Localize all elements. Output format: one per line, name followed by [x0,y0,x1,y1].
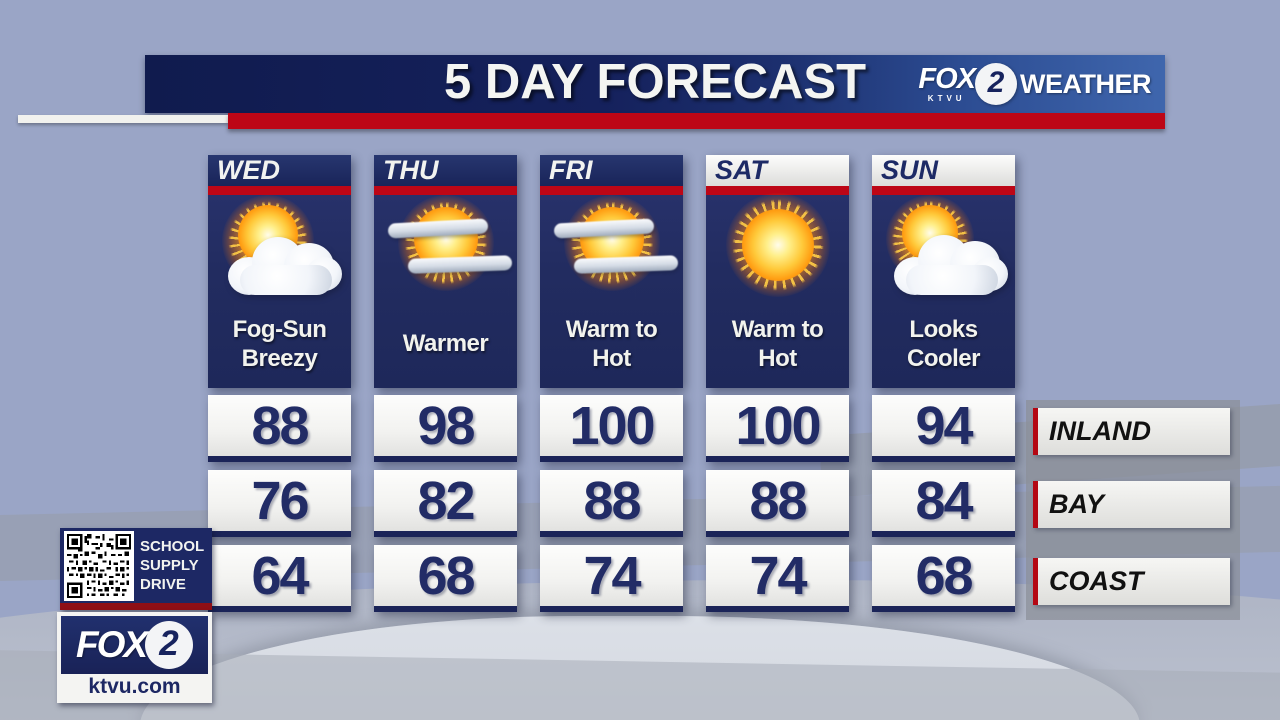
condition-line: Warm to [731,315,824,343]
coast-temp: 68 [872,545,1015,612]
forecast-column-thu: THU Warmer 98 82 68 [374,155,517,612]
inland-temp: 100 [540,395,683,462]
condition-line: Hot [592,344,631,372]
condition-line: Warmer [402,330,489,357]
condition-line: Cooler [906,344,981,372]
hazy-sun-icon [374,189,517,299]
bay-temp: 84 [872,470,1015,537]
region-labels-panel: INLAND BAY COAST [1026,400,1240,620]
region-label-inland: INLAND [1033,408,1230,455]
condition-text: Warmer [374,299,517,388]
forecast-column-sun: SUN Looks Cooler [872,155,1015,612]
station-url: ktvu.com [88,674,181,698]
coast-temp: 64 [208,545,351,612]
fox2-logo: FOX 2 [61,616,208,674]
inland-temp: 98 [374,395,517,462]
fox2-numeral: 2 [987,66,1005,99]
promo-line: SUPPLY [140,557,199,574]
fox-wordmark: FOX KTVU [918,63,976,103]
condition-text: Warm to Hot [706,299,849,388]
forecast-banner: 5 DAY FORECAST FOX KTVU 2 WEATHER [145,55,1165,113]
hazy-sun-icon [540,189,683,299]
promo-line: DRIVE [140,576,186,593]
fox2-circle-icon: 2 [975,63,1017,105]
day-label: FRI [540,155,683,186]
partly-cloudy-icon [872,189,1015,299]
condition-text: Warm to Hot [540,299,683,388]
coast-temp: 68 [374,545,517,612]
sunny-icon [706,185,849,305]
banner-white-stripe [18,115,228,123]
condition-line: Looks [909,315,978,343]
cloud-icon [226,231,344,297]
day-label: THU [374,155,517,186]
condition-text: Fog-Sun Breezy [208,299,351,388]
promo-line: SCHOOL [140,538,205,555]
day-panel: Warm to Hot [706,185,849,388]
inland-temp: 100 [706,395,849,462]
day-label: SAT [706,155,849,186]
region-label-bay: BAY [1033,481,1230,528]
condition-text: Looks Cooler [872,299,1015,388]
cloud-icon [892,229,1010,297]
bay-temp: 88 [540,470,683,537]
inland-temp: 94 [872,395,1015,462]
weather-text: WEATHER [1020,68,1152,99]
condition-line: Hot [758,344,797,372]
bay-temp: 88 [706,470,849,537]
sun-icon [742,209,814,281]
promo-text: SCHOOL SUPPLY DRIVE [140,537,204,594]
day-panel: Warmer [374,189,517,388]
day-panel: Looks Cooler [872,189,1015,388]
haze-streak [407,255,513,274]
fox-text: FOX [75,624,148,665]
haze-streak [573,255,679,274]
condition-line: Fog-Sun [232,315,327,343]
condition-line: Breezy [241,344,318,372]
bay-temp: 76 [208,470,351,537]
day-label: WED [208,155,351,186]
school-supply-drive-badge: SCHOOL SUPPLY DRIVE [60,528,212,610]
station-badge: FOX 2 ktvu.com [57,612,212,703]
fox2-circle-icon: 2 [145,621,194,669]
bay-temp: 82 [374,470,517,537]
region-label-coast: COAST [1033,558,1230,605]
forecast-column-sat: SAT Warm to Hot 100 88 74 [706,155,849,612]
partly-cloudy-icon [208,189,351,299]
banner-red-stripe [228,113,1165,129]
ktvu-text: KTVU [927,94,966,103]
promo-red-stripe [60,603,212,610]
forecast-column-wed: WED Fog-Sun Breezy [208,155,351,612]
forecast-column-fri: FRI Warm to Hot 100 88 74 [540,155,683,612]
day-panel: Fog-Sun Breezy [208,189,351,388]
qr-code [64,531,134,601]
forecast-columns: WED Fog-Sun Breezy [208,155,1016,612]
fox2-numeral: 2 [159,624,179,663]
coast-temp: 74 [540,545,683,612]
coast-temp: 74 [706,545,849,612]
day-panel: Warm to Hot [540,189,683,388]
page-title: 5 DAY FORECAST [443,54,867,109]
fox-text: FOX [918,63,976,95]
condition-line: Warm to [565,315,658,343]
day-label: SUN [872,155,1015,186]
fox2-weather-logo: FOX KTVU 2 WEATHER [918,63,1152,105]
inland-temp: 88 [208,395,351,462]
